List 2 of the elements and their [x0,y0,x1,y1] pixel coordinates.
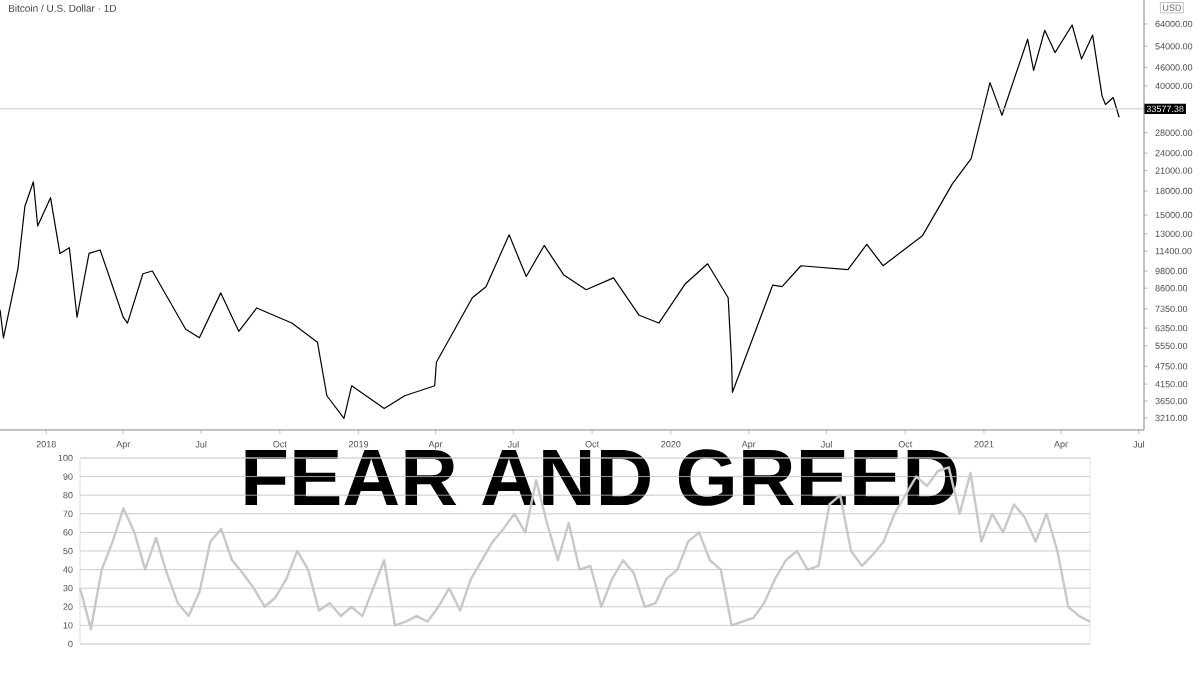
annotation: FEAR AND GREED [245,449,957,506]
line-series [0,24,1120,419]
